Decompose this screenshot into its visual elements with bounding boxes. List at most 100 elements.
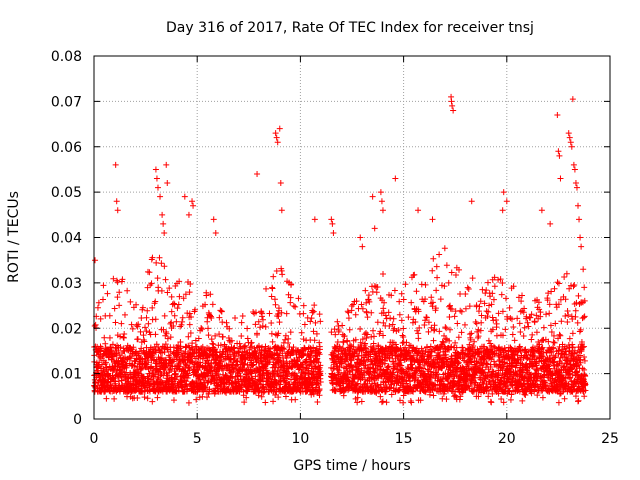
roti-point	[189, 340, 196, 347]
roti-point	[217, 358, 224, 365]
roti-point	[171, 382, 178, 389]
y-tick-labels: 00.010.020.030.040.050.060.070.08	[51, 49, 82, 428]
roti-point	[137, 328, 144, 335]
roti-point	[111, 395, 118, 402]
roti-point	[228, 337, 235, 344]
roti-point	[219, 319, 226, 326]
roti-point	[180, 295, 187, 302]
roti-point	[140, 374, 147, 381]
roti-point	[97, 315, 104, 322]
roti-point	[242, 342, 249, 349]
roti-point	[120, 334, 127, 341]
x-tick-label: 20	[498, 431, 516, 447]
roti-point	[119, 358, 126, 365]
roti-point	[185, 333, 192, 340]
roti-point	[118, 320, 125, 327]
roti-point	[106, 334, 113, 341]
roti-point	[203, 289, 210, 296]
roti-point	[142, 324, 149, 331]
roti-point	[207, 313, 214, 320]
roti-point	[244, 325, 251, 332]
roti-point	[185, 372, 192, 379]
roti-point	[186, 310, 193, 317]
roti-point	[208, 336, 215, 343]
roti-point	[179, 318, 186, 325]
x-tick-label: 5	[193, 431, 202, 447]
roti-point	[186, 289, 193, 296]
roti-point	[133, 301, 140, 308]
y-tick-label: 0.06	[51, 140, 82, 156]
roti-point	[135, 352, 142, 359]
roti-point	[101, 334, 108, 341]
roti-point	[159, 379, 166, 386]
roti-point	[240, 343, 247, 350]
roti-point	[219, 351, 226, 358]
y-tick-label: 0.08	[51, 49, 82, 65]
roti-point	[134, 336, 141, 343]
roti-point	[200, 376, 207, 383]
roti-point	[234, 357, 241, 364]
roti-point	[231, 344, 238, 351]
roti-point	[170, 300, 177, 307]
roti-point	[116, 289, 123, 296]
roti-point	[187, 280, 194, 287]
roti-point	[193, 396, 200, 403]
roti-point	[202, 373, 209, 380]
roti-point	[238, 319, 245, 326]
roti-point	[166, 285, 173, 292]
roti-point	[161, 312, 168, 319]
roti-point	[159, 349, 166, 356]
roti-point	[230, 345, 237, 352]
roti-point	[127, 298, 134, 305]
roti-point	[129, 325, 136, 332]
x-tick-label: 0	[90, 431, 99, 447]
roti-point	[175, 301, 182, 308]
roti-point	[162, 341, 169, 348]
roti-point	[182, 291, 189, 298]
roti-point	[209, 301, 216, 308]
roti-point	[158, 287, 165, 294]
roti-point	[184, 375, 191, 382]
roti-point	[207, 291, 214, 298]
roti-point	[232, 315, 239, 322]
roti-point	[144, 307, 151, 314]
roti-point	[179, 314, 186, 321]
roti-point	[132, 349, 139, 356]
roti-point	[152, 316, 159, 323]
roti-point	[207, 368, 214, 375]
roti-point	[243, 394, 250, 401]
y-tick-label: 0.07	[51, 94, 82, 110]
roti-point	[206, 353, 213, 360]
roti-point	[209, 340, 216, 347]
roti-point	[104, 290, 111, 297]
roti-point	[178, 321, 185, 328]
roti-point	[164, 335, 171, 342]
roti-point	[181, 357, 188, 364]
roti-point	[176, 293, 183, 300]
roti-point	[217, 342, 224, 349]
roti-point	[195, 335, 202, 342]
roti-point	[223, 319, 230, 326]
roti-point	[103, 395, 110, 402]
roti-point	[134, 395, 141, 402]
roti-point	[121, 311, 128, 318]
roti-point	[156, 254, 163, 261]
roti-point	[239, 349, 246, 356]
roti-point	[212, 332, 219, 339]
roti-point	[172, 376, 179, 383]
x-axis-label: GPS time / hours	[293, 458, 410, 474]
roti-point	[136, 348, 143, 355]
roti-point	[94, 304, 101, 311]
roti-point	[235, 349, 242, 356]
roti-point	[161, 263, 168, 270]
roti-point	[179, 384, 186, 391]
roti-point	[148, 280, 155, 287]
roti-point	[158, 260, 165, 267]
roti-point	[110, 275, 117, 282]
y-tick-label: 0.01	[51, 367, 82, 383]
roti-point	[188, 314, 195, 321]
roti-point	[116, 302, 123, 309]
roti-point	[202, 301, 209, 308]
roti-point	[162, 276, 169, 283]
